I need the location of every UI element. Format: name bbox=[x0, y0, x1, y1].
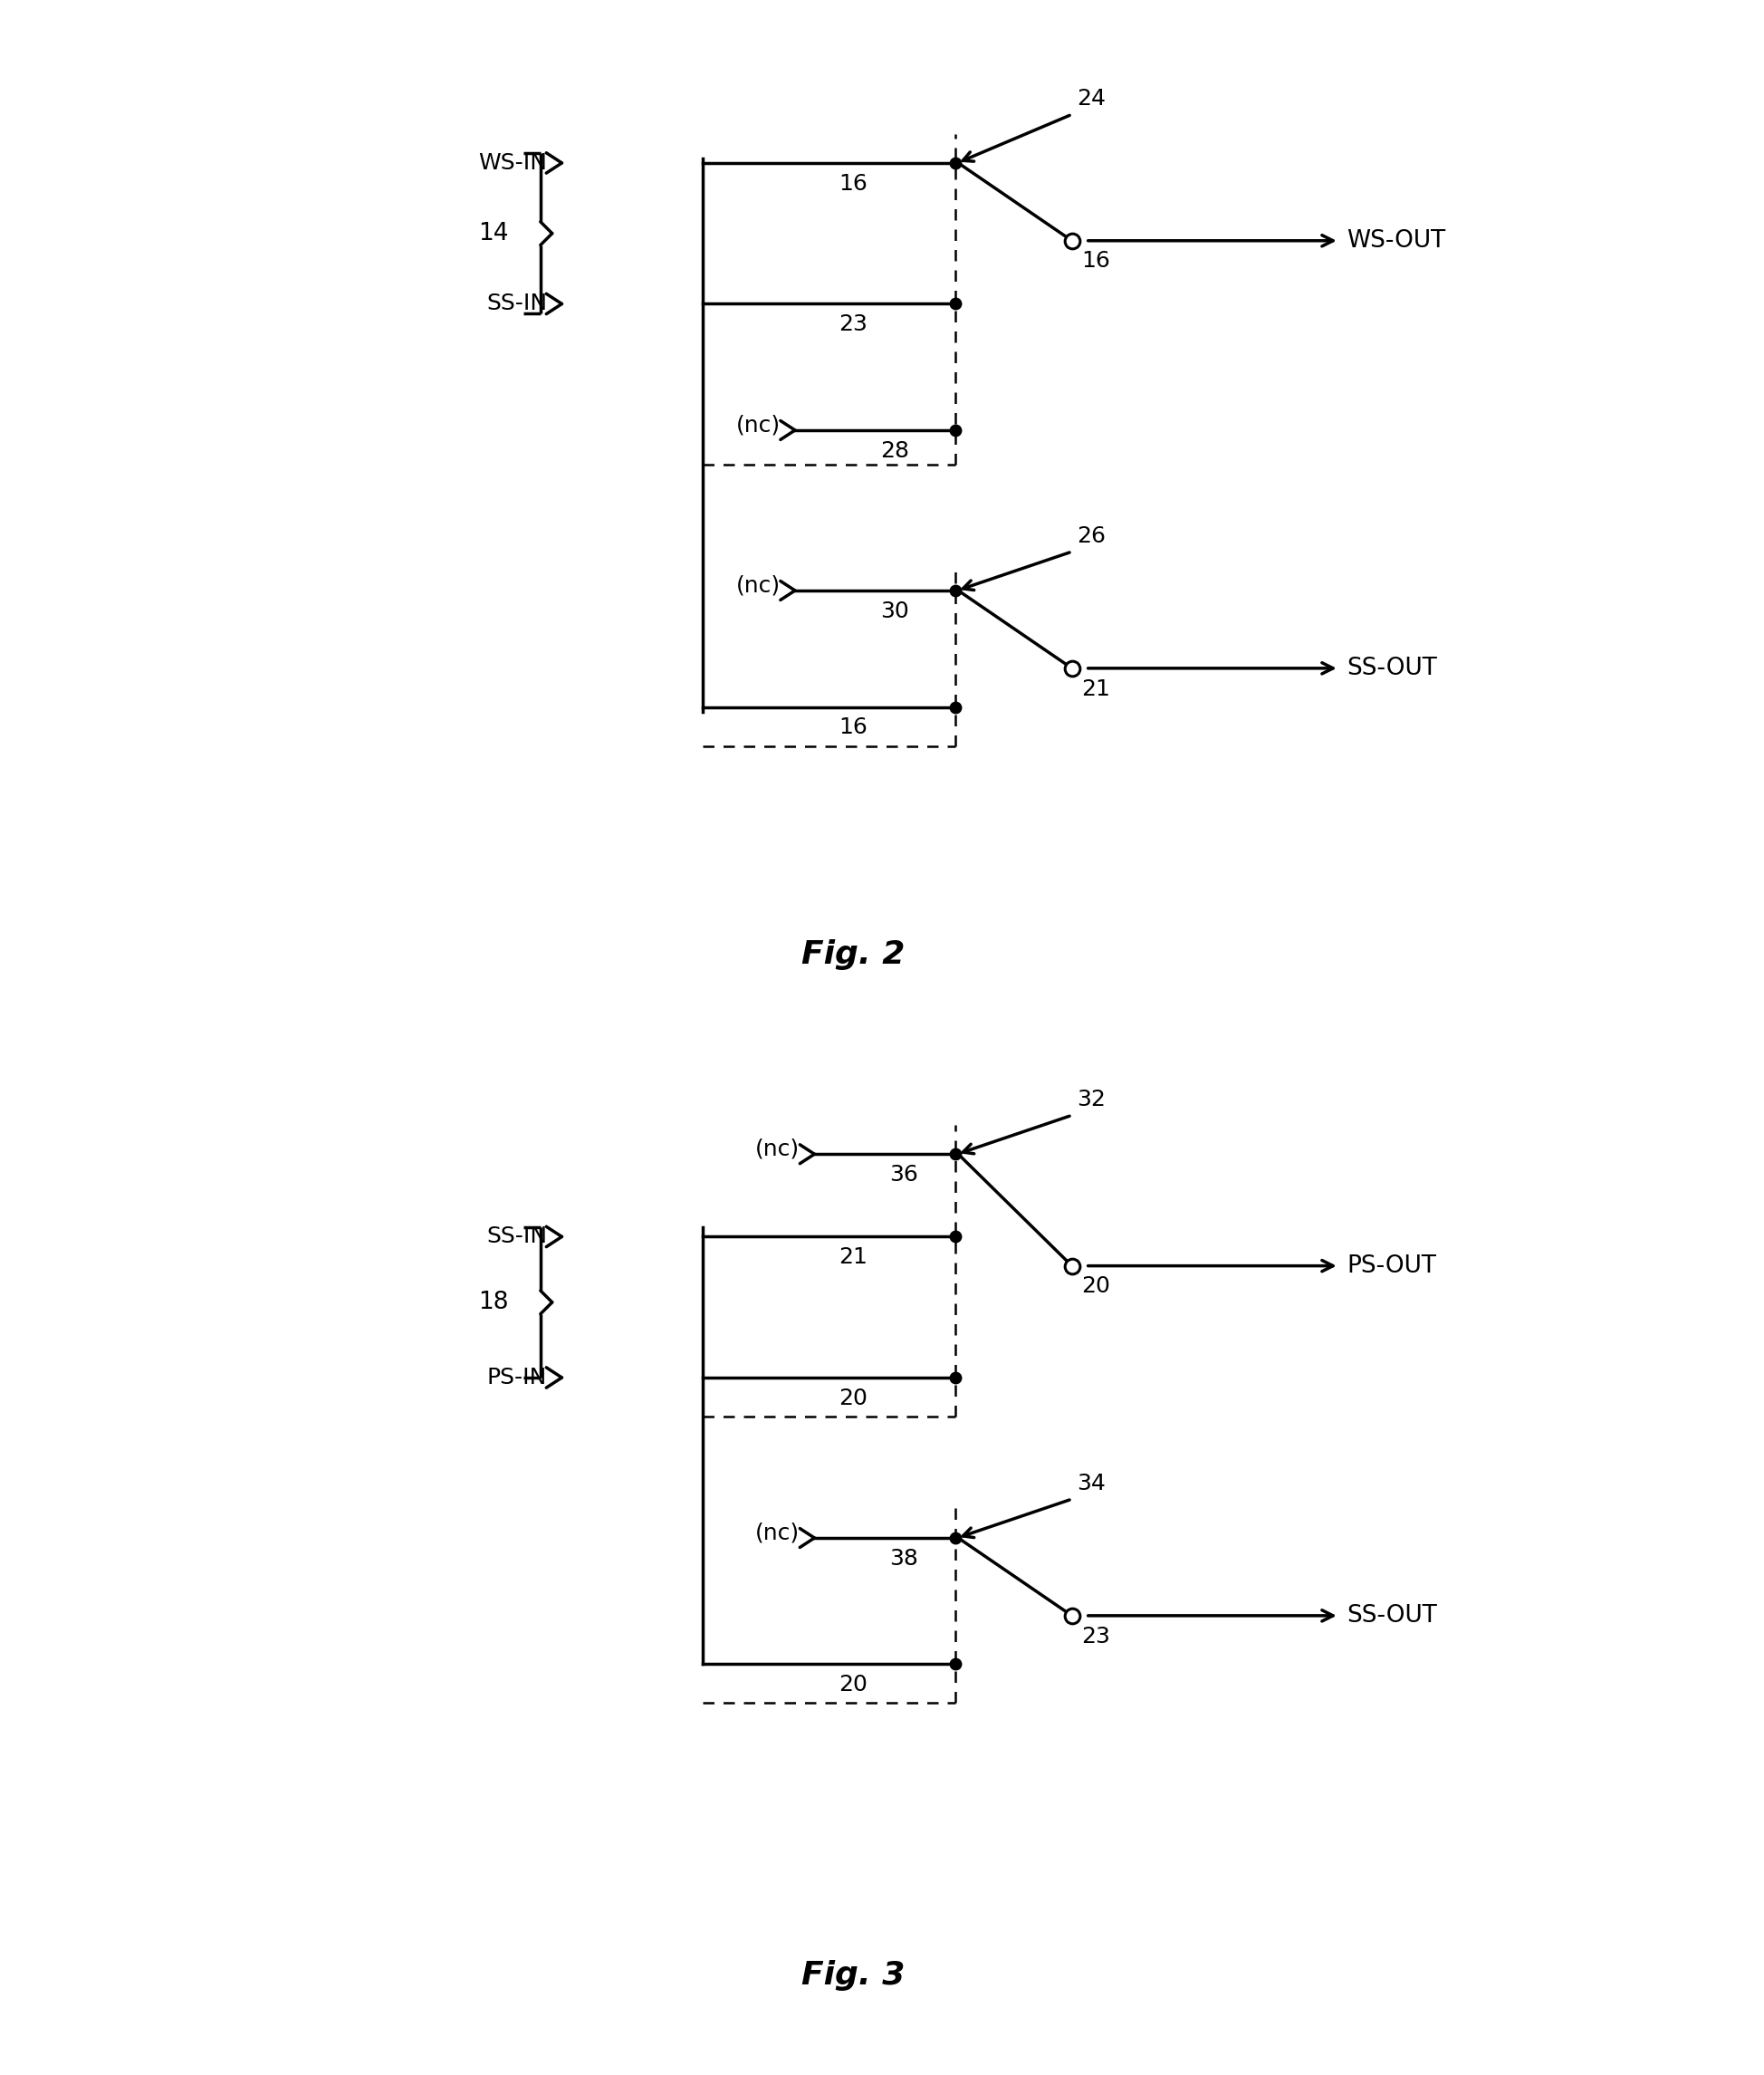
Text: 32: 32 bbox=[1076, 1089, 1104, 1110]
Text: 20: 20 bbox=[838, 1675, 868, 1695]
Text: 26: 26 bbox=[1076, 525, 1106, 548]
Text: 20: 20 bbox=[838, 1388, 868, 1409]
Text: (nc): (nc) bbox=[755, 1523, 799, 1544]
Text: 36: 36 bbox=[889, 1164, 917, 1185]
Text: 21: 21 bbox=[1081, 679, 1110, 699]
Text: (nc): (nc) bbox=[736, 575, 780, 596]
Text: SS-OUT: SS-OUT bbox=[1346, 656, 1436, 681]
Text: 16: 16 bbox=[1081, 251, 1110, 272]
Text: PS-OUT: PS-OUT bbox=[1346, 1253, 1436, 1278]
Text: 14: 14 bbox=[478, 222, 508, 245]
Text: 18: 18 bbox=[478, 1291, 508, 1313]
Text: WS-OUT: WS-OUT bbox=[1346, 228, 1445, 253]
Text: 20: 20 bbox=[1081, 1276, 1110, 1297]
Text: 24: 24 bbox=[1076, 87, 1106, 110]
Text: Fig. 3: Fig. 3 bbox=[801, 1959, 905, 1990]
Text: WS-IN: WS-IN bbox=[478, 151, 547, 174]
Text: 34: 34 bbox=[1076, 1473, 1104, 1494]
Text: 23: 23 bbox=[1081, 1625, 1110, 1648]
Text: (nc): (nc) bbox=[736, 415, 780, 436]
Text: PS-IN: PS-IN bbox=[487, 1367, 547, 1388]
Text: SS-IN: SS-IN bbox=[487, 293, 547, 315]
Text: 21: 21 bbox=[838, 1247, 868, 1268]
Text: 16: 16 bbox=[838, 172, 868, 195]
Text: 38: 38 bbox=[889, 1548, 917, 1569]
Text: 28: 28 bbox=[880, 440, 908, 461]
Text: 16: 16 bbox=[838, 716, 868, 739]
Text: SS-IN: SS-IN bbox=[487, 1226, 547, 1247]
Text: 23: 23 bbox=[838, 313, 868, 336]
Text: Fig. 2: Fig. 2 bbox=[801, 940, 905, 971]
Text: 30: 30 bbox=[880, 600, 908, 622]
Text: (nc): (nc) bbox=[755, 1139, 799, 1160]
Text: SS-OUT: SS-OUT bbox=[1346, 1604, 1436, 1627]
